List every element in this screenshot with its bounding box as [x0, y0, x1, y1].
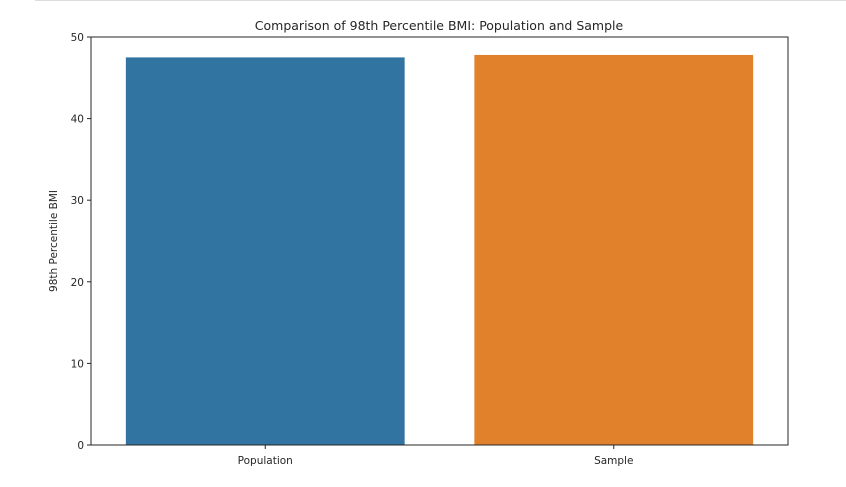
y-axis-label: 98th Percentile BMI — [48, 190, 60, 292]
y-tick-label: 0 — [77, 440, 84, 452]
y-tick-label: 40 — [71, 114, 84, 126]
cell-top-border — [35, 0, 846, 1]
y-axis-ticks: 0 10 20 30 40 50 — [71, 32, 91, 452]
y-tick-label: 50 — [71, 32, 84, 44]
y-tick-label: 30 — [71, 195, 84, 207]
y-tick-label: 10 — [71, 358, 84, 370]
x-tick-label: Sample — [594, 455, 633, 467]
plot-frame — [90, 36, 789, 446]
bars-group — [125, 54, 754, 446]
x-axis-ticks: Population Sample — [238, 445, 633, 467]
x-tick-label: Population — [238, 455, 293, 467]
bar-population — [125, 57, 405, 446]
bar-sample — [474, 54, 754, 446]
chart-title: Comparison of 98th Percentile BMI: Popul… — [255, 18, 624, 33]
y-tick-label: 20 — [71, 277, 84, 289]
